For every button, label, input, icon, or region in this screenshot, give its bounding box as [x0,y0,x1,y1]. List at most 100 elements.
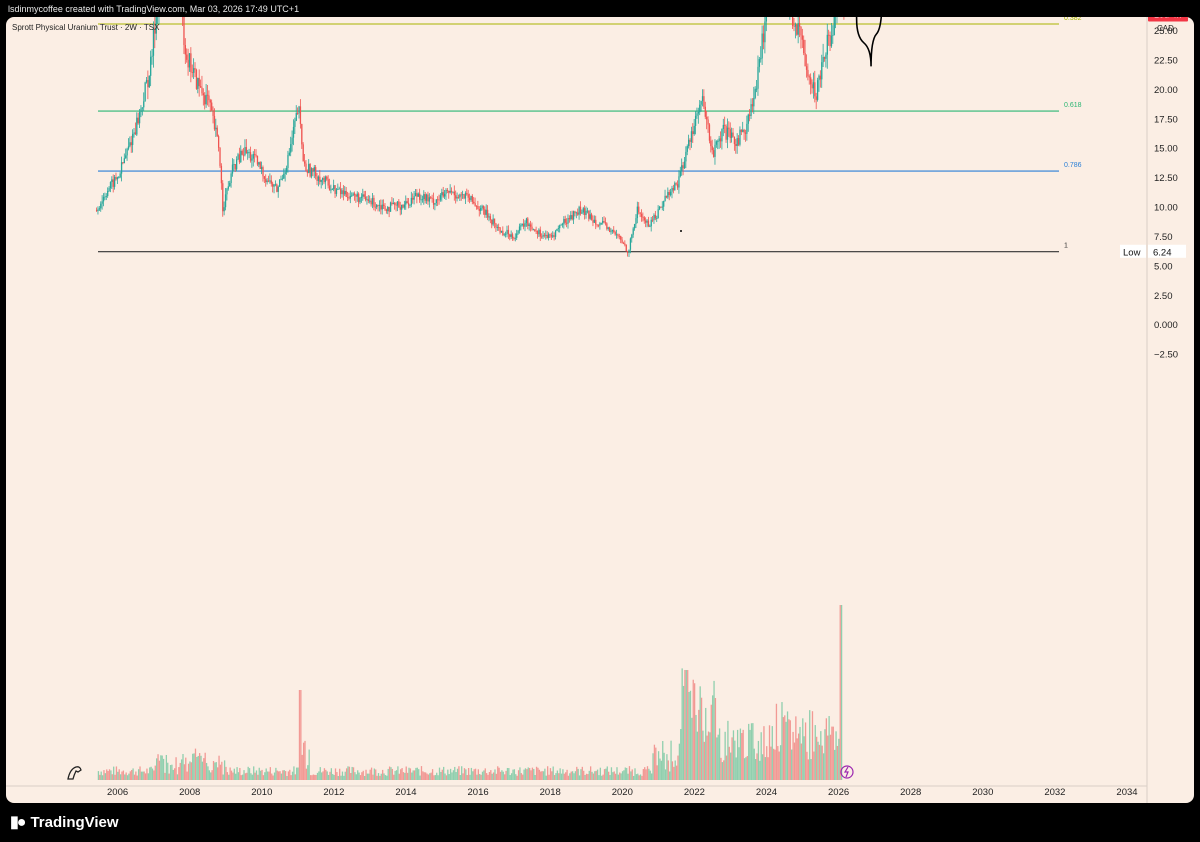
volume-bar [540,771,542,780]
candle-body [133,132,135,134]
candle-body [561,223,564,225]
volume-bar [394,770,396,780]
candle-body [793,25,795,27]
candle-body [112,179,114,187]
volume-bar [689,690,692,780]
candle-body [749,114,751,116]
candle-body [136,117,138,135]
time-tick-label: 2006 [107,787,128,798]
volume-bar [641,775,643,780]
volume-bar [143,771,145,780]
volume-bar [687,670,689,780]
chart-attribution-header: lsdinmycoffee created with TradingView.c… [8,4,300,14]
symbol-title[interactable]: Sprott Physical Uranium Trust · 2W · TSX [12,23,160,32]
candle-body [291,137,293,145]
volume-bar [135,771,137,780]
candle-body [765,17,767,22]
candle-body [413,196,415,200]
candle-body [699,104,701,113]
volume-bar [479,773,481,780]
volume-bar [237,772,240,780]
dino-icon[interactable] [67,766,82,780]
volume-bar [838,738,840,780]
volume-bar [469,774,471,780]
volume-bar [754,759,757,780]
volume-bar [666,754,668,780]
candle-body [414,193,417,197]
volume-bar [441,769,443,780]
volume-bar [259,770,262,780]
volume-bar [452,770,455,780]
candle-body [324,176,327,183]
volume-bar [601,775,603,780]
candle-body [516,233,518,238]
volume-bar [749,729,751,780]
candle-body [471,196,474,202]
candle-body [236,159,238,170]
time-axis[interactable]: 2006 2008 2010 2012 2014 2016 2018 2020 2022 2024… [107,787,1138,798]
candle-body [220,165,223,184]
volume-bar [524,768,527,780]
candle-body [198,77,200,87]
volume-bar [839,605,841,780]
volume-bar [430,772,432,780]
volume-bar [627,773,629,780]
volume-bar [472,771,474,780]
volume-bar [637,773,639,780]
volume-bar [763,726,765,780]
volume-bar [298,690,301,780]
candle-body [808,76,810,78]
volume-bar [675,765,678,780]
price-axis[interactable]: 57.5055.0052.5050.0047.5045.0042.5040.00… [1154,17,1178,361]
candle-body [369,200,371,202]
volume-bar [300,690,302,780]
volume-bar [673,766,675,780]
fib-level-label: 0.618 [1064,102,1082,109]
volume-bar [595,770,597,780]
currency-label[interactable]: CAD [1157,24,1174,33]
candle-body [685,151,687,162]
volume-bar [771,726,773,780]
volume-bar [305,768,308,780]
volume-bar [800,743,803,780]
hand-drawn-projection[interactable] [680,17,1002,232]
volume-bar [793,742,796,780]
candle-body [359,197,361,203]
candle-body [443,193,446,197]
volume-bar [491,773,493,780]
volume-bar [205,762,208,780]
candle-body [653,214,655,220]
lightning-icon[interactable] [840,765,854,779]
volume-bar [330,768,333,780]
candle-body [697,112,700,114]
candle-body [564,218,566,223]
volume-bar [534,775,536,780]
volume-bar [418,769,420,780]
volume-bar [505,770,507,780]
candle-body [654,214,657,219]
volume-bar [766,746,768,780]
candle-body [492,218,494,225]
candle-body [334,185,336,194]
volume-bar [221,761,223,780]
volume-bar [610,767,613,780]
volume-bar [576,766,578,780]
volume-bar [621,771,624,780]
candle-body [266,180,268,183]
candle-body [757,66,759,89]
volume-bar [110,770,112,780]
candle-body [377,204,379,206]
candle-body [577,212,579,215]
candle-body [374,206,376,208]
volume-bar [592,773,595,780]
candle-body [437,199,439,201]
volume-bar [578,775,581,780]
candle-body [560,224,562,226]
volume-bar [770,746,772,780]
volume-bar [390,767,392,780]
volume-bar [131,769,133,780]
volume-bar [730,752,732,780]
